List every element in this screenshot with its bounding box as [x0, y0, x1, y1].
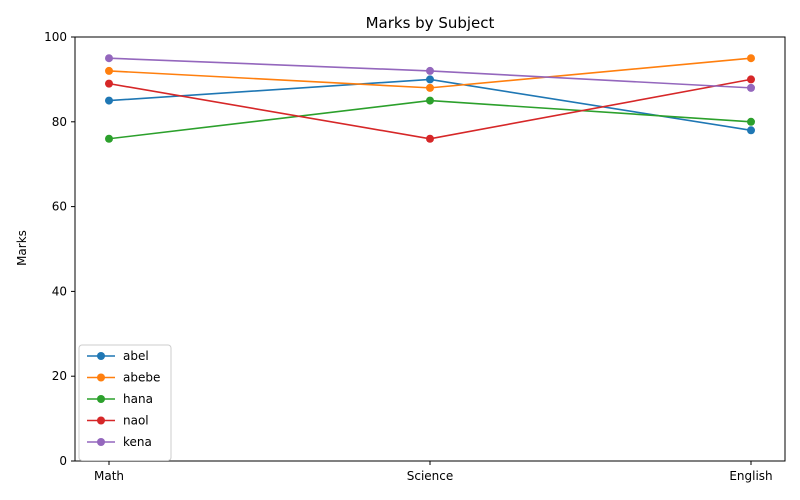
legend-marker-kena	[97, 438, 105, 446]
legend-marker-abebe	[97, 373, 105, 382]
data-point-hana	[747, 117, 755, 126]
data-point-abebe	[747, 54, 755, 63]
y-tick-label: 60	[52, 200, 67, 214]
legend-label-hana: hana	[123, 392, 153, 406]
data-point-kena	[426, 66, 434, 75]
series-line-hana	[108, 99, 752, 140]
data-point-abel	[747, 126, 755, 135]
x-tick-label: Math	[94, 469, 124, 483]
data-point-kena	[105, 54, 113, 63]
y-tick-label: 20	[52, 369, 67, 383]
legend-marker-naol	[97, 416, 105, 425]
legend-marker-abel	[97, 352, 105, 360]
data-point-abel	[105, 96, 113, 105]
data-point-hana	[426, 96, 434, 105]
y-tick-label: 0	[59, 454, 67, 468]
plot-area: 0 20 40 60 80 100 Math Science English abel abebe h…	[44, 30, 786, 483]
data-point-naol	[105, 79, 113, 88]
legend-label-abebe: abebe	[123, 371, 160, 385]
x-tick-label: Science	[407, 469, 454, 483]
legend-label-naol: naol	[123, 414, 149, 428]
y-tick-label: 100	[44, 30, 67, 44]
data-point-abel	[426, 75, 434, 84]
data-point-abebe	[426, 83, 434, 92]
chart-title: Marks by Subject	[366, 14, 495, 32]
x-tick-label: English	[729, 469, 772, 483]
data-point-naol	[426, 134, 434, 143]
data-point-abebe	[105, 66, 113, 75]
legend-label-kena: kena	[123, 435, 152, 449]
data-point-kena	[747, 83, 755, 92]
legend-marker-hana	[97, 395, 105, 403]
legend-label-abel: abel	[123, 349, 149, 363]
data-point-hana	[105, 134, 113, 143]
y-axis-label: Marks	[15, 230, 29, 266]
data-point-naol	[747, 75, 755, 84]
y-tick-label: 40	[52, 284, 67, 298]
y-tick-label: 80	[52, 115, 67, 129]
